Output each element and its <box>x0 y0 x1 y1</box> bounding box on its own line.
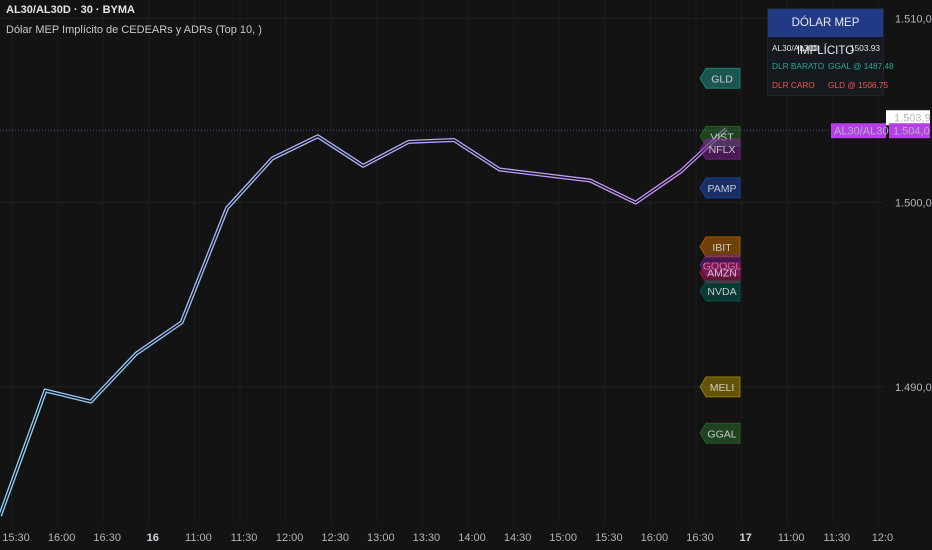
ticker-tag-label: GOOGL <box>703 260 742 272</box>
panel-row-label: AL30/AL30D <box>772 43 820 53</box>
time-tick-label: 11:00 <box>778 532 805 544</box>
ticker-tag-label: IBIT <box>712 242 732 254</box>
time-tick-label: 13:00 <box>367 532 395 544</box>
time-tick-label: 14:00 <box>458 532 486 544</box>
ticker-tag-nflx[interactable]: NFLX <box>699 138 741 160</box>
time-tick-label: 12:30 <box>321 532 349 544</box>
panel-row-al30: AL30/AL30D 1503.93 <box>772 43 880 53</box>
time-axis: 15:30 16:00 16:30 16 11:00 11:30 12:00 12:30 13:… <box>2 532 893 544</box>
ticker-tag-shape <box>699 67 741 89</box>
series-line-group <box>0 127 728 517</box>
ticker-tag-googl[interactable]: GOOGL <box>699 254 742 276</box>
ticker-tag-label: GLD <box>711 73 733 85</box>
ticker-tag-label: NVDA <box>707 286 736 298</box>
time-tick-label: 12:0 <box>872 532 893 544</box>
ticker-tag-vist[interactable]: VIST <box>699 125 741 147</box>
series-line-outer <box>0 127 728 517</box>
current-price-box <box>886 110 930 126</box>
panel-row-expensive: DLR CARO GLD @ 1506.75 <box>772 80 889 90</box>
ticker-tag-shape <box>699 422 741 444</box>
ticker-tag-label: PAMP <box>708 183 737 195</box>
time-tick-label: 15:30 <box>2 532 30 544</box>
panel-row-label: DLR CARO <box>772 80 815 90</box>
ticker-tag-label: MELI <box>710 382 735 394</box>
ticker-tag-shape <box>699 376 741 398</box>
price-tick-label: 1.510,0 <box>895 13 932 25</box>
time-tick-label: 15:00 <box>549 532 577 544</box>
time-tick-label: 12:00 <box>276 532 304 544</box>
ticker-tag-label: AMZN <box>707 268 737 280</box>
ticker-tag-label: NFLX <box>709 144 736 156</box>
series-line-inner <box>0 128 727 517</box>
time-tick-label: 16:30 <box>93 532 121 544</box>
ticker-tag-nvda[interactable]: NVDA <box>699 280 741 302</box>
time-tick-label: 15:30 <box>595 532 623 544</box>
time-tick-label: 13:30 <box>413 532 441 544</box>
ticker-tag-shape <box>699 125 741 147</box>
time-tick-label: 16:00 <box>641 532 669 544</box>
panel-row-value: GGAL @ 1487.48 <box>828 61 894 71</box>
symbol-title[interactable]: AL30/AL30D · 30 · BYMA <box>6 4 135 16</box>
ticker-tag-shape <box>699 177 741 199</box>
price-axis: 1.510,0 1.500,0 1.490,0 1.503,9AL30/AL30D1.… <box>831 13 932 394</box>
price-tick-label: 1.490,0 <box>895 382 932 394</box>
time-tick-label: 11:30 <box>823 532 850 544</box>
series-value-box <box>889 123 930 139</box>
ticker-tag-shape <box>699 280 741 302</box>
time-tick-label: 16:30 <box>686 532 714 544</box>
ticker-tag-pamp[interactable]: PAMP <box>699 177 741 199</box>
ticker-tag-amzn[interactable]: AMZN <box>699 262 741 284</box>
time-tick-label: 11:00 <box>185 532 212 544</box>
price-tick-label: 1.500,0 <box>895 198 932 210</box>
ticker-tag-label: GGAL <box>707 428 736 440</box>
series-name-label: AL30/AL30D <box>834 126 896 138</box>
time-tick-label: 17 <box>739 532 751 544</box>
ticker-tag-meli[interactable]: MELI <box>699 376 741 398</box>
panel-title: DÓLAR MEP IMPLÍCITO <box>768 9 883 57</box>
time-tick-label: 16:00 <box>48 532 76 544</box>
ticker-tag-shape <box>699 262 741 284</box>
time-tick-label: 16 <box>147 532 159 544</box>
indicator-title[interactable]: Dólar MEP Implícito de CEDEARs y ADRs (T… <box>6 24 262 36</box>
panel-row-label: DLR BARATO <box>772 61 825 71</box>
series-value-label: 1.504,0 <box>893 126 930 138</box>
ticker-tag-shape <box>699 236 741 258</box>
time-tick-label: 14:30 <box>504 532 532 544</box>
ticker-tag-gld[interactable]: GLD <box>699 67 741 89</box>
panel-row-value: GLD @ 1506.75 <box>828 80 889 90</box>
ticker-tag-ggal[interactable]: GGAL <box>699 422 741 444</box>
series-name-box <box>831 123 886 139</box>
ticker-tag-label: VIST <box>710 131 734 143</box>
panel-row-cheap: DLR BARATO GGAL @ 1487.48 <box>772 61 894 71</box>
current-price-label: 1.503,9 <box>894 113 931 125</box>
mep-summary-panel: DÓLAR MEP IMPLÍCITO AL30/AL30D 1503.93 DL… <box>767 8 894 96</box>
time-tick-label: 11:30 <box>231 532 258 544</box>
chart-grid <box>0 17 884 388</box>
panel-row-value: 1503.93 <box>850 43 880 53</box>
ticker-tag-shape <box>699 138 741 160</box>
ticker-tag-ibit[interactable]: IBIT <box>699 236 741 258</box>
